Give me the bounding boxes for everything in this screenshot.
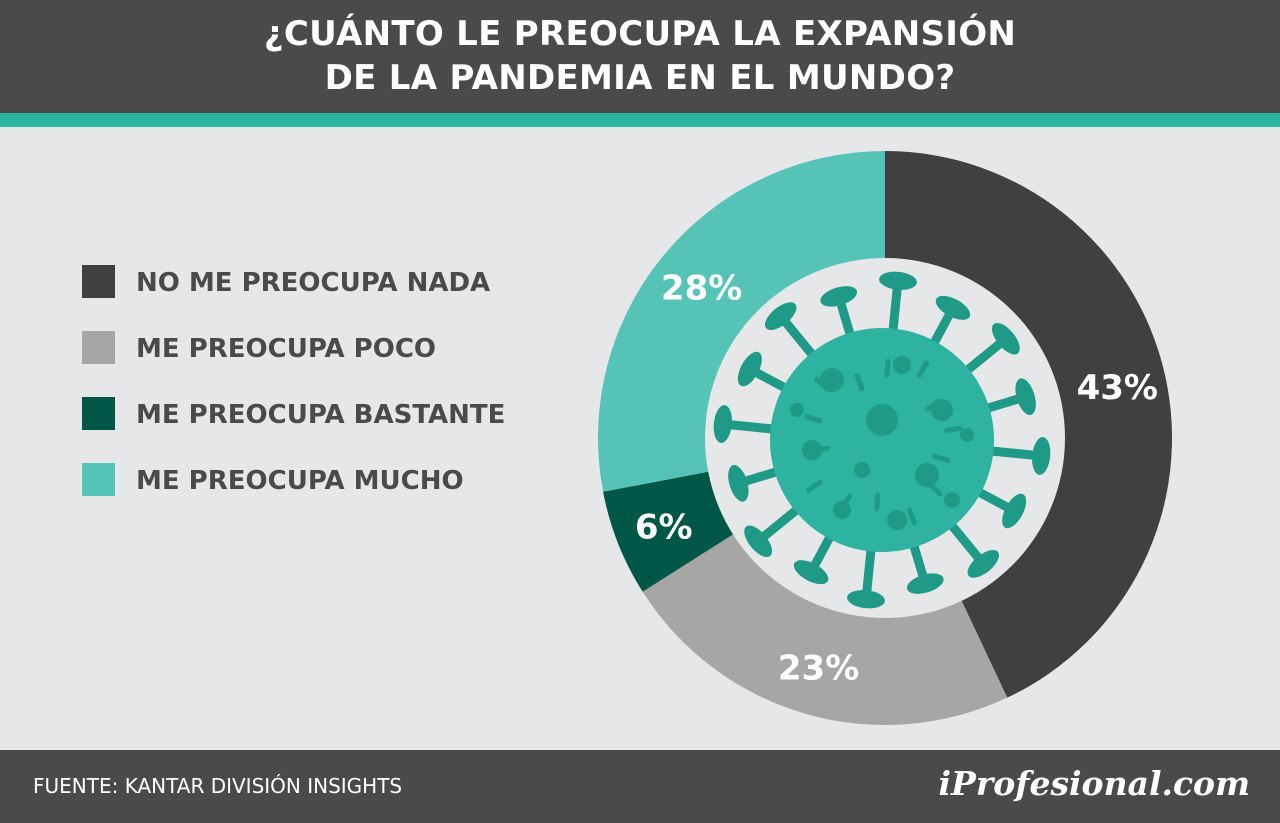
virus-mini-spike [924, 398, 942, 412]
title-line-2: DE LA PANDEMIA EN EL MUNDO? [324, 58, 956, 98]
legend-swatch [82, 331, 115, 364]
virus-spot [960, 428, 974, 442]
virus-body [770, 328, 994, 552]
page-title: ¿CUÁNTO LE PREOCUPA LA EXPANSIÓN DE LA P… [0, 12, 1280, 100]
footer-bar: FUENTE: KANTAR DIVISIÓN INSIGHTS iProfes… [0, 750, 1280, 823]
virus-mini-spike [839, 493, 852, 511]
virus-spot [790, 403, 804, 417]
legend-swatch [82, 397, 115, 430]
virus-mini-spike [814, 376, 830, 392]
virus-mini-spike [927, 481, 943, 497]
virus-spike-cap [847, 590, 885, 609]
virus-spike-cap [906, 573, 944, 594]
title-line-1: ¿CUÁNTO LE PREOCUPA LA EXPANSIÓN [263, 14, 1017, 54]
donut-chart: 43% 23% 6% 28% [598, 151, 1172, 725]
slice-value-label: 28% [661, 268, 742, 308]
virus-mini-spike [917, 360, 930, 378]
virus-spike-cap [744, 525, 773, 558]
virus-spike-cap [1015, 378, 1036, 416]
virus-spot [893, 356, 911, 374]
virus-spike-cap [713, 405, 732, 443]
virus-mini-spike [805, 479, 823, 493]
virus-spot [887, 510, 907, 530]
virus-spike-cap [879, 271, 917, 290]
virus-spike-cap [793, 560, 829, 585]
slice-value-label: 23% [778, 649, 859, 689]
virus-spike-cap [967, 549, 1000, 578]
legend-label: ME PREOCUPA BASTANTE [136, 400, 506, 430]
virus-spot [915, 463, 939, 487]
accent-stripe [0, 113, 1280, 127]
virus-spike-cap [935, 295, 971, 320]
virus-mini-spike [854, 373, 865, 392]
virus-icon [713, 271, 1051, 609]
virus-mini-spike [884, 358, 891, 378]
virus-spot [944, 492, 960, 508]
virus-mini-spike [804, 414, 823, 424]
virus-mini-spike [943, 425, 963, 433]
slice-value-label: 43% [1077, 368, 1158, 408]
virus-spike-cap [764, 302, 797, 331]
virus-mini-spike [932, 453, 951, 463]
virus-spike-cap [728, 464, 749, 502]
slice-labels: 43% 23% 6% 28% [635, 268, 1158, 688]
virus-mini-spike [874, 492, 881, 512]
header-bar: ¿CUÁNTO LE PREOCUPA LA EXPANSIÓN DE LA P… [0, 0, 1280, 113]
legend-label: NO ME PREOCUPA NADA [136, 268, 491, 298]
virus-spot [854, 462, 870, 478]
virus-spike-cap [820, 286, 858, 307]
virus-spike-cap [991, 322, 1020, 355]
legend-swatch [82, 265, 115, 298]
virus-spike-cap [737, 351, 762, 387]
legend-label: ME PREOCUPA POCO [136, 334, 437, 364]
virus-spike-cap [1002, 493, 1027, 529]
virus-mini-spike [906, 507, 917, 526]
virus-spot [866, 404, 898, 436]
legend-swatch [82, 463, 115, 496]
virus-mini-spike [811, 445, 831, 453]
virus-spike-cap [1032, 437, 1051, 475]
slice-value-label: 6% [635, 508, 693, 548]
source-note: FUENTE: KANTAR DIVISIÓN INSIGHTS [33, 774, 403, 798]
legend-label: ME PREOCUPA MUCHO [136, 466, 464, 496]
brand-logo: iProfesional.com [938, 764, 1251, 803]
